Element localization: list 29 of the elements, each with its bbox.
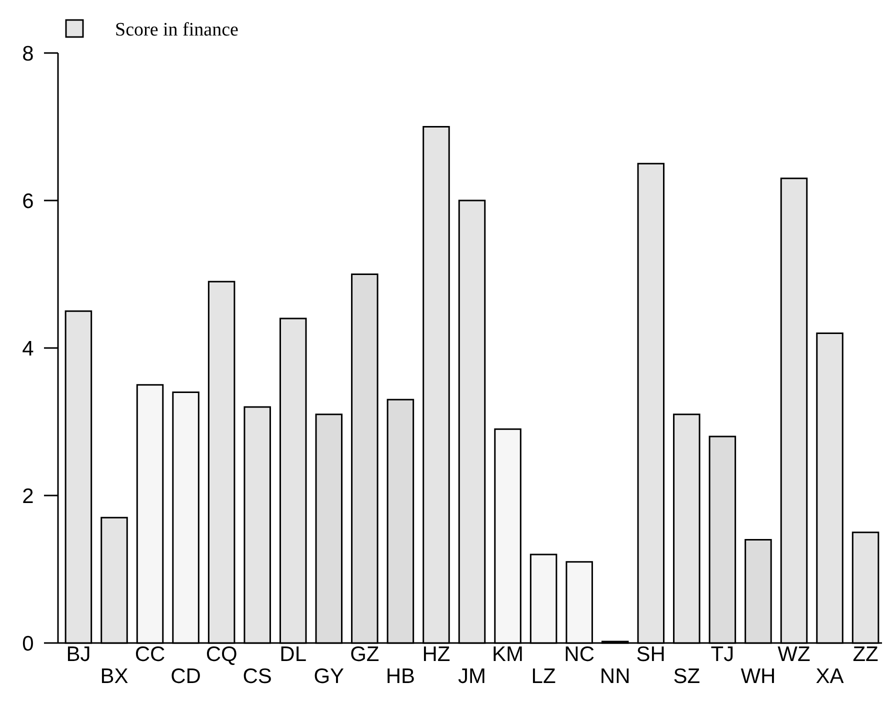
x-tick-label: NC bbox=[564, 643, 594, 666]
y-tick-label: 2 bbox=[22, 484, 34, 508]
x-tick-label: BJ bbox=[66, 643, 91, 666]
x-tick-label: WH bbox=[740, 665, 776, 688]
x-tick-label: TJ bbox=[710, 643, 734, 666]
x-tick-label: JM bbox=[458, 665, 486, 688]
x-tick-label: ZZ bbox=[852, 643, 879, 666]
x-tick-label: NN bbox=[600, 665, 630, 688]
x-tick-label: HZ bbox=[422, 643, 450, 666]
y-tick-label: 4 bbox=[22, 337, 34, 360]
x-tick-label: CC bbox=[134, 643, 166, 666]
x-tick-label: CQ bbox=[206, 643, 238, 666]
x-tick-label: LZ bbox=[531, 665, 556, 688]
x-tick-label: XA bbox=[816, 665, 844, 688]
x-tick-label: GZ bbox=[350, 643, 380, 666]
legend-label: Score in finance bbox=[115, 20, 238, 41]
x-tick-label: SH bbox=[636, 643, 666, 666]
y-tick-label: 0 bbox=[22, 632, 34, 656]
y-tick-label: 8 bbox=[22, 42, 34, 66]
x-tick-label: CD bbox=[170, 665, 201, 688]
x-tick-label: HB bbox=[386, 665, 416, 688]
x-tick-label: BX bbox=[100, 665, 128, 688]
x-tick-label: WZ bbox=[778, 643, 810, 666]
x-tick-label: SZ bbox=[673, 665, 700, 688]
x-tick-label: CS bbox=[242, 665, 272, 688]
x-tick-label: KM bbox=[492, 643, 524, 666]
x-tick-label: GY bbox=[314, 665, 344, 688]
x-tick-label: DL bbox=[280, 643, 307, 666]
y-tick-label: 6 bbox=[22, 190, 34, 213]
